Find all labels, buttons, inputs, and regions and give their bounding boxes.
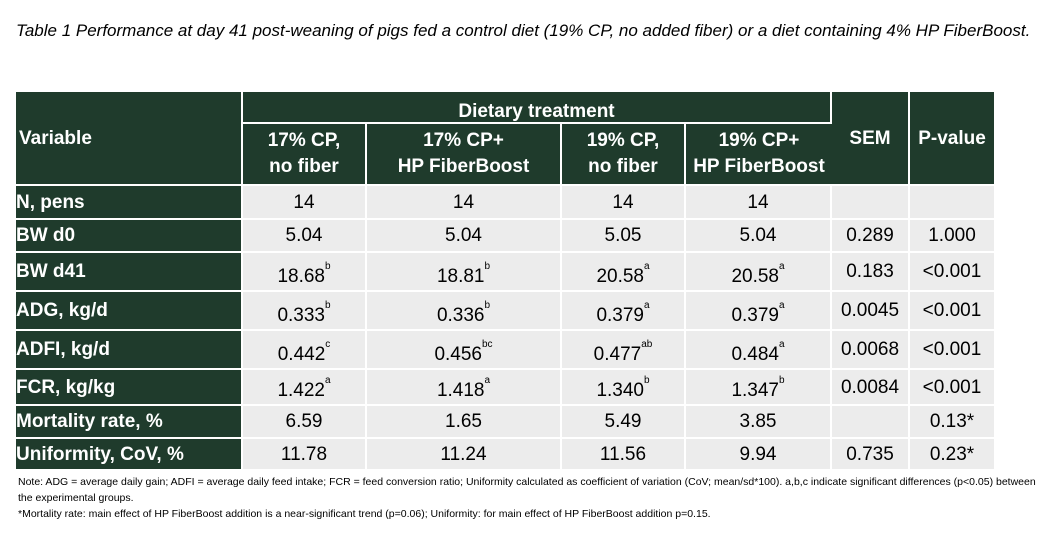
- table-row: ADG, kg/d 0.333b 0.336b 0.379a 0.379a 0.0045 <…: [16, 292, 994, 331]
- table-row: ADFI, kg/d 0.442c 0.456bc 0.477ab 0.484a 0.00…: [16, 331, 994, 370]
- pvalue-value: 1.000: [910, 220, 994, 253]
- table-row: N, pens 14 14 14 14: [16, 186, 994, 220]
- treatment-value-4: 14: [686, 186, 832, 220]
- significance-letter: b: [324, 300, 331, 311]
- sem-value: 0.0068: [832, 331, 910, 370]
- table-row: Uniformity, CoV, % 11.78 11.24 11.56 9.94 0.7…: [16, 439, 994, 471]
- treatment-value-3: 11.56: [562, 439, 686, 471]
- header-treatment-3: 19% CP, no fiber: [562, 124, 686, 186]
- header-treatment-1: 17% CP, no fiber: [243, 124, 367, 186]
- row-label: ADFI, kg/d: [16, 331, 243, 370]
- pvalue-value: 0.23*: [910, 439, 994, 471]
- treatment-value-3: 5.49: [562, 406, 686, 439]
- treatment-value-4: 0.484a: [686, 331, 832, 370]
- sem-value: 0.0045: [832, 292, 910, 331]
- treatment-value-3: 5.05: [562, 220, 686, 253]
- table-row: BW d41 18.68b 18.81b 20.58a 20.58a 0.183 <0.00…: [16, 253, 994, 292]
- treatment-value-4: 9.94: [686, 439, 832, 471]
- treatment-value-2: 1.65: [367, 406, 562, 439]
- row-label: N, pens: [16, 186, 243, 220]
- treatment-value-1: 0.333b: [243, 292, 367, 331]
- treatment-value-3: 0.379a: [562, 292, 686, 331]
- pvalue-value: <0.001: [910, 331, 994, 370]
- row-label: BW d41: [16, 253, 243, 292]
- treatment-value-2: 0.336b: [367, 292, 562, 331]
- sem-value: 0.0084: [832, 370, 910, 406]
- significance-letter: b: [484, 261, 491, 272]
- table-caption: Table 1 Performance at day 41 post-weani…: [16, 21, 1031, 40]
- significance-letter: b: [324, 261, 331, 272]
- treatment-value-1: 18.68b: [243, 253, 367, 292]
- header-treatment-2: 17% CP+ HP FiberBoost: [367, 124, 562, 186]
- significance-letter: a: [324, 375, 331, 386]
- header-sem: SEM: [832, 92, 910, 186]
- header-dietary-treatment: Dietary treatment: [243, 92, 832, 124]
- pvalue-value: <0.001: [910, 253, 994, 292]
- header-treatment-4: 19% CP+ HP FiberBoost: [686, 124, 832, 186]
- significance-letter: b: [484, 300, 491, 311]
- row-label: Uniformity, CoV, %: [16, 439, 243, 471]
- sem-value: [832, 186, 910, 220]
- row-label: FCR, kg/kg: [16, 370, 243, 406]
- significance-letter: a: [484, 375, 491, 386]
- treatment-value-1: 14: [243, 186, 367, 220]
- significance-letter: ab: [641, 339, 653, 350]
- table-footnote: *Mortality rate: main effect of HP Fiber…: [18, 508, 711, 520]
- significance-letter: a: [778, 300, 785, 311]
- treatment-value-4: 5.04: [686, 220, 832, 253]
- treatment-value-1: 11.78: [243, 439, 367, 471]
- treatment-value-1: 6.59: [243, 406, 367, 439]
- treatment-value-3: 20.58a: [562, 253, 686, 292]
- pvalue-value: [910, 186, 994, 220]
- table-row: Mortality rate, % 6.59 1.65 5.49 3.85 0.13*: [16, 406, 994, 439]
- row-label: Mortality rate, %: [16, 406, 243, 439]
- sem-value: [832, 406, 910, 439]
- treatment-value-4: 1.347b: [686, 370, 832, 406]
- significance-letter: a: [778, 339, 785, 350]
- significance-letter: b: [643, 375, 650, 386]
- table-row: BW d0 5.04 5.04 5.05 5.04 0.289 1.000: [16, 220, 994, 253]
- pvalue-value: <0.001: [910, 370, 994, 406]
- significance-letter: c: [325, 339, 331, 350]
- sem-value: 0.735: [832, 439, 910, 471]
- significance-letter: b: [778, 375, 785, 386]
- treatment-value-4: 20.58a: [686, 253, 832, 292]
- row-label: ADG, kg/d: [16, 292, 243, 331]
- treatment-value-2: 11.24: [367, 439, 562, 471]
- row-label: BW d0: [16, 220, 243, 253]
- significance-letter: a: [778, 261, 785, 272]
- treatment-value-3: 1.340b: [562, 370, 686, 406]
- sem-value: 0.289: [832, 220, 910, 253]
- table-note: Note: ADG = average daily gain; ADFI = a…: [18, 476, 1036, 504]
- treatment-value-4: 3.85: [686, 406, 832, 439]
- significance-letter: a: [643, 261, 650, 272]
- header-variable: Variable: [16, 92, 243, 186]
- treatment-value-1: 1.422a: [243, 370, 367, 406]
- treatment-value-2: 5.04: [367, 220, 562, 253]
- treatment-value-1: 5.04: [243, 220, 367, 253]
- table-row: FCR, kg/kg 1.422a 1.418a 1.340b 1.347b 0.0084…: [16, 370, 994, 406]
- sem-value: 0.183: [832, 253, 910, 292]
- treatment-value-2: 1.418a: [367, 370, 562, 406]
- significance-letter: a: [643, 300, 650, 311]
- performance-table: Variable Dietary treatment SEM P-value 1…: [16, 92, 994, 471]
- treatment-value-2: 14: [367, 186, 562, 220]
- treatment-value-3: 0.477ab: [562, 331, 686, 370]
- treatment-value-1: 0.442c: [243, 331, 367, 370]
- treatment-value-3: 14: [562, 186, 686, 220]
- treatment-value-4: 0.379a: [686, 292, 832, 331]
- header-pvalue: P-value: [910, 92, 994, 186]
- pvalue-value: <0.001: [910, 292, 994, 331]
- treatment-value-2: 0.456bc: [367, 331, 562, 370]
- pvalue-value: 0.13*: [910, 406, 994, 439]
- significance-letter: bc: [481, 339, 493, 350]
- treatment-value-2: 18.81b: [367, 253, 562, 292]
